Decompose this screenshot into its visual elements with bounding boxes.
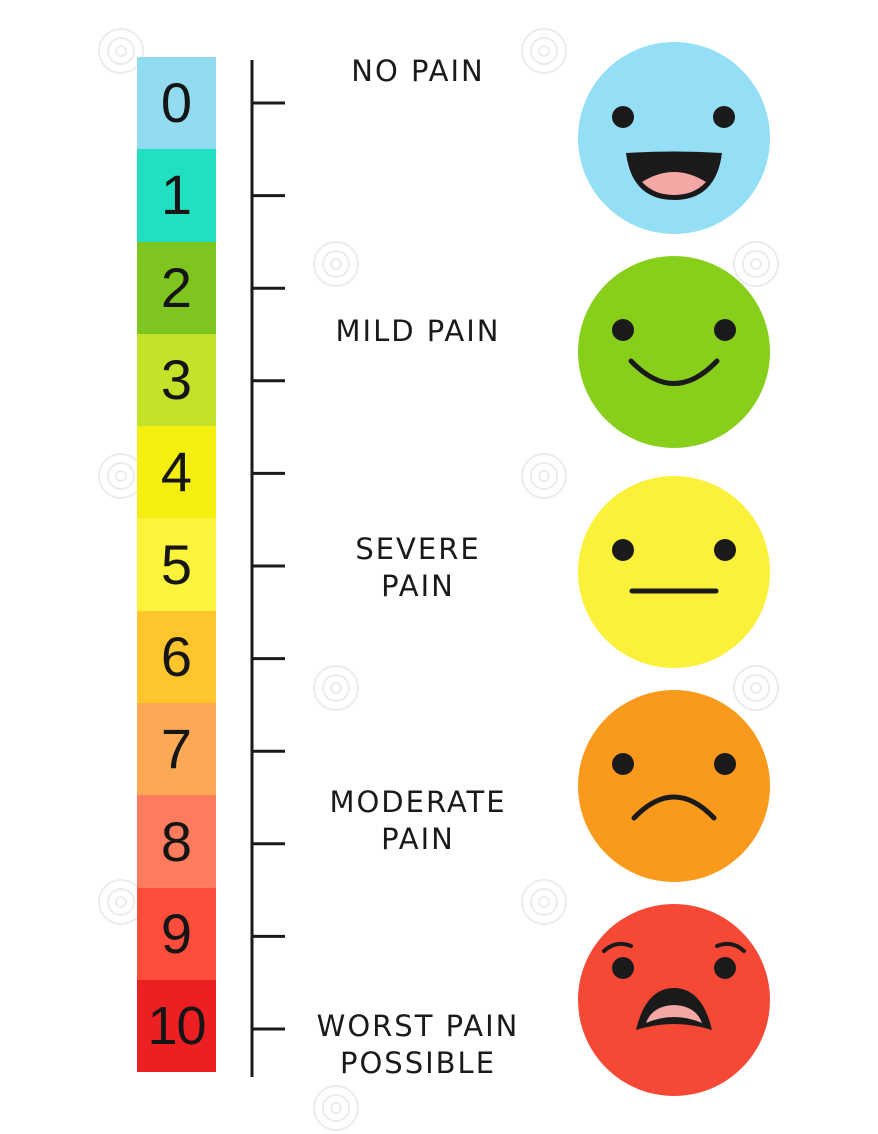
watermark-icon (313, 665, 359, 711)
watermark-icon (521, 453, 567, 499)
neutral-face-icon (578, 476, 770, 668)
scale-level-4: 4 (137, 426, 216, 519)
distressed-face-icon (578, 904, 770, 1096)
label-worst-pain-line2: POSSIBLE (339, 1046, 497, 1080)
watermark-icon (98, 28, 144, 74)
laughing-face-icon (578, 42, 770, 234)
label-worst-pain-line1: WORST PAIN (316, 1009, 520, 1043)
label-no-pain: NO PAIN (351, 54, 485, 88)
watermark-icon (313, 1085, 359, 1131)
ruler-ticks (252, 101, 285, 1031)
scale-level-5: 5 (137, 518, 216, 611)
label-moderate-pain: MODERATE PAIN (300, 784, 536, 858)
scale-level-3: 3 (137, 333, 216, 427)
label-severe-pain: SEVERE PAIN (300, 531, 536, 605)
face-background (578, 476, 770, 668)
label-moderate-pain-line1: MODERATE (329, 785, 507, 819)
sad-face-icon (578, 690, 770, 882)
scale-level-8: 8 (137, 795, 216, 888)
face-background (578, 42, 770, 234)
scale-level-9: 9 (137, 887, 216, 980)
face-background (578, 256, 770, 448)
label-worst-pain: WORST PAIN POSSIBLE (284, 1008, 552, 1082)
scale-level-6: 6 (137, 610, 216, 704)
pain-scale-bar: 0 1 2 3 4 5 6 7 8 9 10 (137, 57, 216, 1073)
scale-level-2: 2 (137, 241, 216, 334)
label-severe-pain-line2: PAIN (381, 569, 455, 603)
label-mild-pain: MILD PAIN (335, 314, 501, 348)
watermark-icon (313, 241, 359, 287)
face-background (578, 690, 770, 882)
watermark-icon (521, 28, 567, 74)
scale-level-10: 10 (137, 979, 216, 1073)
watermark-icon (733, 665, 779, 711)
label-severe-pain-line1: SEVERE (355, 532, 481, 566)
label-moderate-pain-line2: PAIN (381, 822, 455, 856)
smiling-face-icon (578, 256, 770, 448)
scale-level-0: 0 (137, 57, 216, 150)
scale-level-1: 1 (137, 149, 216, 242)
watermark-icon (521, 879, 567, 925)
watermark-icon (733, 241, 779, 287)
scale-level-7: 7 (137, 703, 216, 796)
